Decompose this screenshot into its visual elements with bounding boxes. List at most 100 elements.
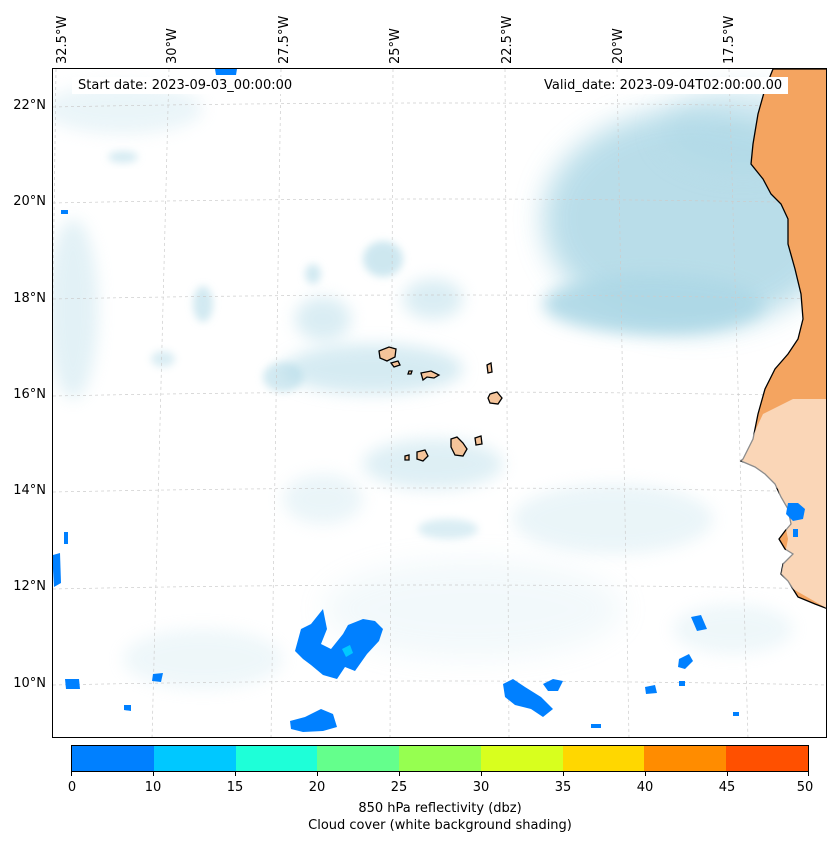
lat-label-14n: 14°N — [13, 483, 46, 498]
lat-label-18n: 18°N — [13, 291, 46, 306]
colorbar-tick-label: 0 — [67, 780, 77, 795]
colorbar-segment — [235, 746, 318, 771]
cloud-region — [108, 151, 138, 163]
colorbar-tick-label: 10 — [144, 780, 162, 795]
reflectivity-layer — [53, 69, 805, 732]
reflectivity-patch — [678, 654, 693, 669]
cloud-region — [193, 286, 213, 322]
lon-label-22-5w: 22.5°W — [500, 15, 515, 64]
island — [450, 436, 468, 457]
colorbar — [71, 745, 809, 772]
island — [378, 346, 397, 362]
reflectivity-patch — [591, 724, 601, 728]
colorbar-tickmark — [71, 772, 72, 776]
island — [487, 391, 503, 405]
lon-label-25w: 25°W — [388, 28, 403, 64]
reflectivity-patch — [733, 712, 739, 716]
colorbar-segment — [153, 746, 236, 771]
island — [389, 360, 401, 368]
reflectivity-patch — [691, 615, 707, 631]
reflectivity-patch — [65, 679, 80, 689]
land-shading-fade — [741, 399, 826, 608]
colorbar-tickmark — [317, 772, 318, 776]
cloud-region — [123, 629, 283, 689]
reflectivity-patch — [793, 529, 798, 537]
cloud-region — [418, 519, 478, 539]
parallel — [53, 680, 826, 686]
colorbar-segment — [644, 746, 727, 771]
graticule — [53, 69, 826, 737]
cloud-region — [263, 362, 303, 392]
colorbar-title: 850 hPa reflectivity (dbz) — [358, 801, 522, 816]
meridian — [616, 69, 630, 737]
meridian — [504, 69, 510, 737]
reflectivity-patch — [786, 503, 805, 521]
colorbar-tickmark — [563, 772, 564, 776]
start-date-label: Start date: 2023-09-03_00:00:00 — [72, 77, 299, 94]
colorbar-tick-label: 15 — [226, 780, 244, 795]
reflectivity-patch — [679, 681, 685, 686]
colorbar-segment — [480, 746, 563, 771]
reflectivity-patch — [61, 210, 68, 214]
valid-date-label: Valid_date: 2023-09-04T02:00:00.00 — [538, 77, 789, 94]
reflectivity-patch — [64, 532, 68, 544]
cloud-region — [53, 219, 98, 399]
cloud-region — [305, 264, 321, 284]
island — [407, 370, 413, 375]
reflectivity-patch-10-15 — [342, 645, 353, 657]
island — [420, 370, 441, 382]
meridian — [151, 69, 170, 737]
cloud-region — [513, 484, 713, 554]
colorbar-tick-label: 20 — [308, 780, 326, 795]
reflectivity-patch — [645, 685, 657, 694]
cloud-region — [283, 344, 463, 394]
cloud-region — [323, 559, 623, 659]
lat-label-20n: 20°N — [13, 194, 46, 209]
parallel — [53, 198, 826, 204]
lon-label-32-5w: 32.5°W — [55, 15, 70, 64]
colorbar-tick-label: 50 — [796, 780, 814, 795]
island — [416, 449, 429, 462]
lat-label-22n: 22°N — [13, 98, 46, 113]
cloud-region — [295, 297, 351, 341]
map-panel — [52, 68, 827, 738]
cloud-region — [363, 439, 503, 489]
lat-label-10n: 10°N — [13, 676, 46, 691]
reflectivity-patch — [215, 69, 237, 75]
meridian — [270, 69, 282, 737]
colorbar-segment — [317, 746, 400, 771]
colorbar-tickmark — [481, 772, 482, 776]
lon-label-17-5w: 17.5°W — [722, 15, 737, 64]
colorbar-tick-label: 30 — [472, 780, 490, 795]
colorbar-tick-label: 45 — [718, 780, 736, 795]
parallel — [53, 487, 826, 493]
cloud-region — [403, 279, 463, 319]
parallel — [53, 391, 826, 397]
parallel — [53, 102, 826, 108]
cape-verde-islands — [378, 346, 503, 462]
colorbar-tickmark — [645, 772, 646, 776]
cloud-region — [151, 351, 175, 367]
lon-label-27-5w: 27.5°W — [277, 15, 292, 64]
lat-label-12n: 12°N — [13, 579, 46, 594]
parallel — [53, 584, 826, 590]
reflectivity-patch — [290, 709, 337, 732]
cloud-region — [673, 604, 793, 654]
reflectivity-patch — [503, 679, 553, 717]
cloud-region — [53, 84, 203, 134]
island — [404, 454, 410, 461]
cloud-region — [543, 274, 763, 334]
colorbar-segment — [72, 746, 154, 771]
cloud-cover-layer — [53, 84, 826, 689]
island — [486, 362, 493, 374]
colorbar-tickmark — [153, 772, 154, 776]
colorbar-tickmark — [727, 772, 728, 776]
meridian — [389, 69, 394, 737]
reflectivity-patch — [124, 705, 131, 711]
colorbar-segment — [562, 746, 645, 771]
colorbar-subtitle: Cloud cover (white background shading) — [308, 818, 572, 833]
map-canvas — [53, 69, 826, 737]
colorbar-segment — [726, 746, 809, 771]
colorbar-segment — [399, 746, 481, 771]
meridian — [53, 69, 57, 319]
